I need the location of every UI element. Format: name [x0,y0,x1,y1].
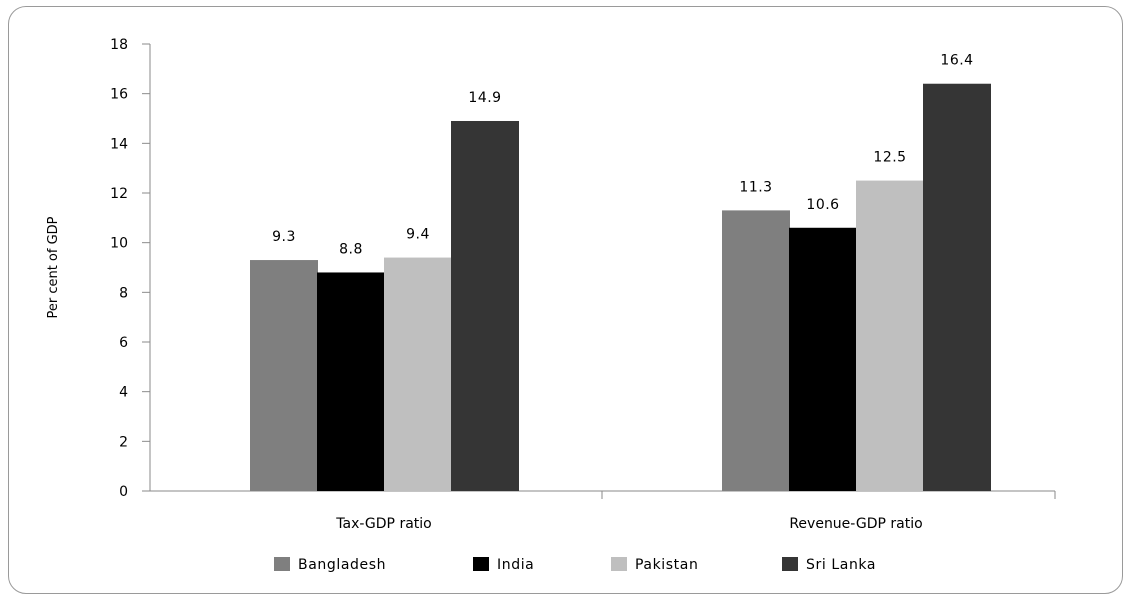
legend-swatch [611,557,627,571]
data-label: 8.8 [339,241,363,257]
bar [250,260,318,491]
bar [856,180,924,492]
legend-swatch [274,557,290,571]
bar [789,227,857,491]
legend-swatch [782,557,798,571]
data-label: 9.4 [406,227,430,243]
data-label: 9.3 [272,229,296,245]
x-category-label: Revenue-GDP ratio [789,516,922,532]
y-tick-label: 8 [119,285,128,301]
y-tick-label: 6 [119,335,128,351]
y-tick-label: 16 [110,87,128,103]
data-label: 10.6 [806,197,839,213]
bar [451,120,519,491]
legend-label: India [497,557,534,573]
y-tick-label: 14 [110,136,128,152]
legend-swatch [473,557,489,571]
y-tick-label: 4 [119,385,128,401]
data-label: 14.9 [468,90,501,106]
data-label: 16.4 [940,53,973,69]
y-tick-label: 10 [110,236,128,252]
y-tick-label: 2 [119,434,128,450]
data-label: 11.3 [739,179,772,195]
legend-label: Bangladesh [298,557,386,573]
data-label: 12.5 [873,150,906,166]
bar [722,210,790,491]
bar [384,257,452,491]
bar [317,272,385,491]
y-axis-title: Per cent of GDP [46,216,61,318]
legend-label: Pakistan [635,557,698,573]
y-tick-label: 18 [110,37,128,53]
bar [923,83,991,491]
x-category-label: Tax-GDP ratio [335,516,431,532]
y-tick-label: 12 [110,186,128,202]
y-tick-label: 0 [119,484,128,500]
legend-label: Sri Lanka [806,557,876,573]
